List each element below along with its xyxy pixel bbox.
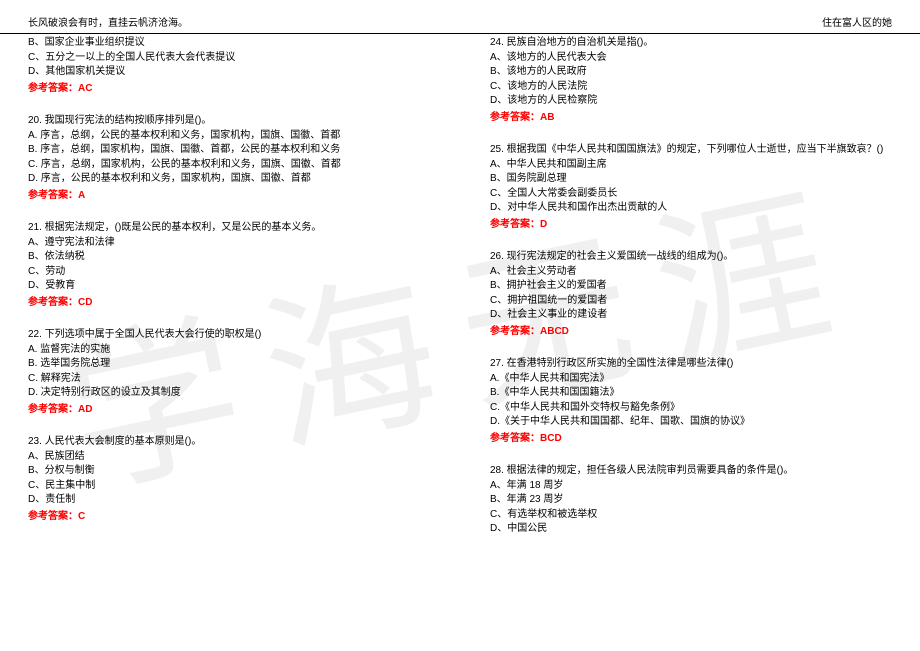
option: D、其他国家机关提议 — [28, 65, 430, 80]
option: D、中国公民 — [490, 522, 892, 537]
option: B、依法纳税 — [28, 250, 430, 265]
q21: 21. 根据宪法规定，()既是公民的基本权利，又是公民的基本义务。 A、遵守宪法… — [28, 221, 430, 310]
content-columns: B、国家企业事业组织提议 C、五分之一以上的全国人民代表大会代表提议 D、其他国… — [0, 34, 920, 553]
option: A. 序言，总纲，公民的基本权利和义务，国家机构，国旗、国徽、首都 — [28, 129, 430, 144]
option: C. 序言，总纲，国家机构，公民的基本权利和义务，国旗、国徽、首都 — [28, 158, 430, 173]
option: A. 监督宪法的实施 — [28, 343, 430, 358]
answer: 参考答案：AC — [28, 82, 430, 97]
question-stem: 22. 下列选项中属于全国人民代表大会行使的职权是() — [28, 328, 430, 343]
answer: 参考答案：AB — [490, 111, 892, 126]
header-right: 住在富人区的她 — [822, 14, 892, 29]
q22: 22. 下列选项中属于全国人民代表大会行使的职权是() A. 监督宪法的实施 B… — [28, 328, 430, 417]
question-stem: 23. 人民代表大会制度的基本原则是()。 — [28, 435, 430, 450]
option: A、该地方的人民代表大会 — [490, 51, 892, 66]
left-column: B、国家企业事业组织提议 C、五分之一以上的全国人民代表大会代表提议 D、其他国… — [28, 36, 430, 553]
option: B、国家企业事业组织提议 — [28, 36, 430, 51]
answer: 参考答案：BCD — [490, 432, 892, 447]
answer: 参考答案：CD — [28, 296, 430, 311]
q26: 26. 现行宪法规定的社会主义爱国统一战线的组成为()。 A、社会主义劳动者 B… — [490, 250, 892, 339]
option: D、受教育 — [28, 279, 430, 294]
question-stem: 26. 现行宪法规定的社会主义爱国统一战线的组成为()。 — [490, 250, 892, 265]
option: B. 选举国务院总理 — [28, 357, 430, 372]
option: D、该地方的人民检察院 — [490, 94, 892, 109]
option: B、年满 23 周岁 — [490, 493, 892, 508]
option: C. 解释宪法 — [28, 372, 430, 387]
q20: 20. 我国现行宪法的结构按顺序排列是()。 A. 序言，总纲，公民的基本权利和… — [28, 114, 430, 203]
option: B.《中华人民共和国国籍法》 — [490, 386, 892, 401]
answer: 参考答案：AD — [28, 403, 430, 418]
option: D. 决定特别行政区的设立及其制度 — [28, 386, 430, 401]
option: A、中华人民共和国副主席 — [490, 158, 892, 173]
question-stem: 21. 根据宪法规定，()既是公民的基本权利，又是公民的基本义务。 — [28, 221, 430, 236]
answer: 参考答案：A — [28, 189, 430, 204]
option: B. 序言，总纲，国家机构，国旗、国徽、首都，公民的基本权利和义务 — [28, 143, 430, 158]
option: D.《关于中华人民共和国国都、纪年、国歌、国旗的协议》 — [490, 415, 892, 430]
option: B、拥护社会主义的爱国者 — [490, 279, 892, 294]
option: C、该地方的人民法院 — [490, 80, 892, 95]
q19-remainder: B、国家企业事业组织提议 C、五分之一以上的全国人民代表大会代表提议 D、其他国… — [28, 36, 430, 96]
option: C、民主集中制 — [28, 479, 430, 494]
option: B、国务院副总理 — [490, 172, 892, 187]
option: C.《中华人民共和国外交特权与豁免条例》 — [490, 401, 892, 416]
option: A.《中华人民共和国宪法》 — [490, 372, 892, 387]
option: D、社会主义事业的建设者 — [490, 308, 892, 323]
q28: 28. 根据法律的规定，担任各级人民法院审判员需要具备的条件是()。 A、年满 … — [490, 464, 892, 537]
answer: 参考答案：ABCD — [490, 325, 892, 340]
option: C、有选举权和被选举权 — [490, 508, 892, 523]
page-header: 长风破浪会有时，直挂云帆济沧海。 住在富人区的她 — [0, 0, 920, 34]
q23: 23. 人民代表大会制度的基本原则是()。 A、民族团结 B、分权与制衡 C、民… — [28, 435, 430, 524]
option: D、责任制 — [28, 493, 430, 508]
question-stem: 24. 民族自治地方的自治机关是指()。 — [490, 36, 892, 51]
question-stem: 27. 在香港特别行政区所实施的全国性法律是哪些法律() — [490, 357, 892, 372]
question-stem: 25. 根据我国《中华人民共和国国旗法》的规定，下列哪位人士逝世，应当下半旗致哀… — [490, 143, 892, 158]
answer: 参考答案：D — [490, 218, 892, 233]
option: B、分权与制衡 — [28, 464, 430, 479]
option: C、拥护祖国统一的爱国者 — [490, 294, 892, 309]
option: C、劳动 — [28, 265, 430, 280]
option: A、民族团结 — [28, 450, 430, 465]
header-left: 长风破浪会有时，直挂云帆济沧海。 — [28, 14, 188, 29]
q24: 24. 民族自治地方的自治机关是指()。 A、该地方的人民代表大会 B、该地方的… — [490, 36, 892, 125]
q25: 25. 根据我国《中华人民共和国国旗法》的规定，下列哪位人士逝世，应当下半旗致哀… — [490, 143, 892, 232]
option: A、遵守宪法和法律 — [28, 236, 430, 251]
option: C、全国人大常委会副委员长 — [490, 187, 892, 202]
option: A、年满 18 周岁 — [490, 479, 892, 494]
option: D、对中华人民共和国作出杰出贡献的人 — [490, 201, 892, 216]
q27: 27. 在香港特别行政区所实施的全国性法律是哪些法律() A.《中华人民共和国宪… — [490, 357, 892, 446]
option: B、该地方的人民政府 — [490, 65, 892, 80]
option: A、社会主义劳动者 — [490, 265, 892, 280]
option: D. 序言，公民的基本权利和义务，国家机构，国旗、国徽、首都 — [28, 172, 430, 187]
option: C、五分之一以上的全国人民代表大会代表提议 — [28, 51, 430, 66]
question-stem: 20. 我国现行宪法的结构按顺序排列是()。 — [28, 114, 430, 129]
question-stem: 28. 根据法律的规定，担任各级人民法院审判员需要具备的条件是()。 — [490, 464, 892, 479]
right-column: 24. 民族自治地方的自治机关是指()。 A、该地方的人民代表大会 B、该地方的… — [490, 36, 892, 553]
answer: 参考答案：C — [28, 510, 430, 525]
